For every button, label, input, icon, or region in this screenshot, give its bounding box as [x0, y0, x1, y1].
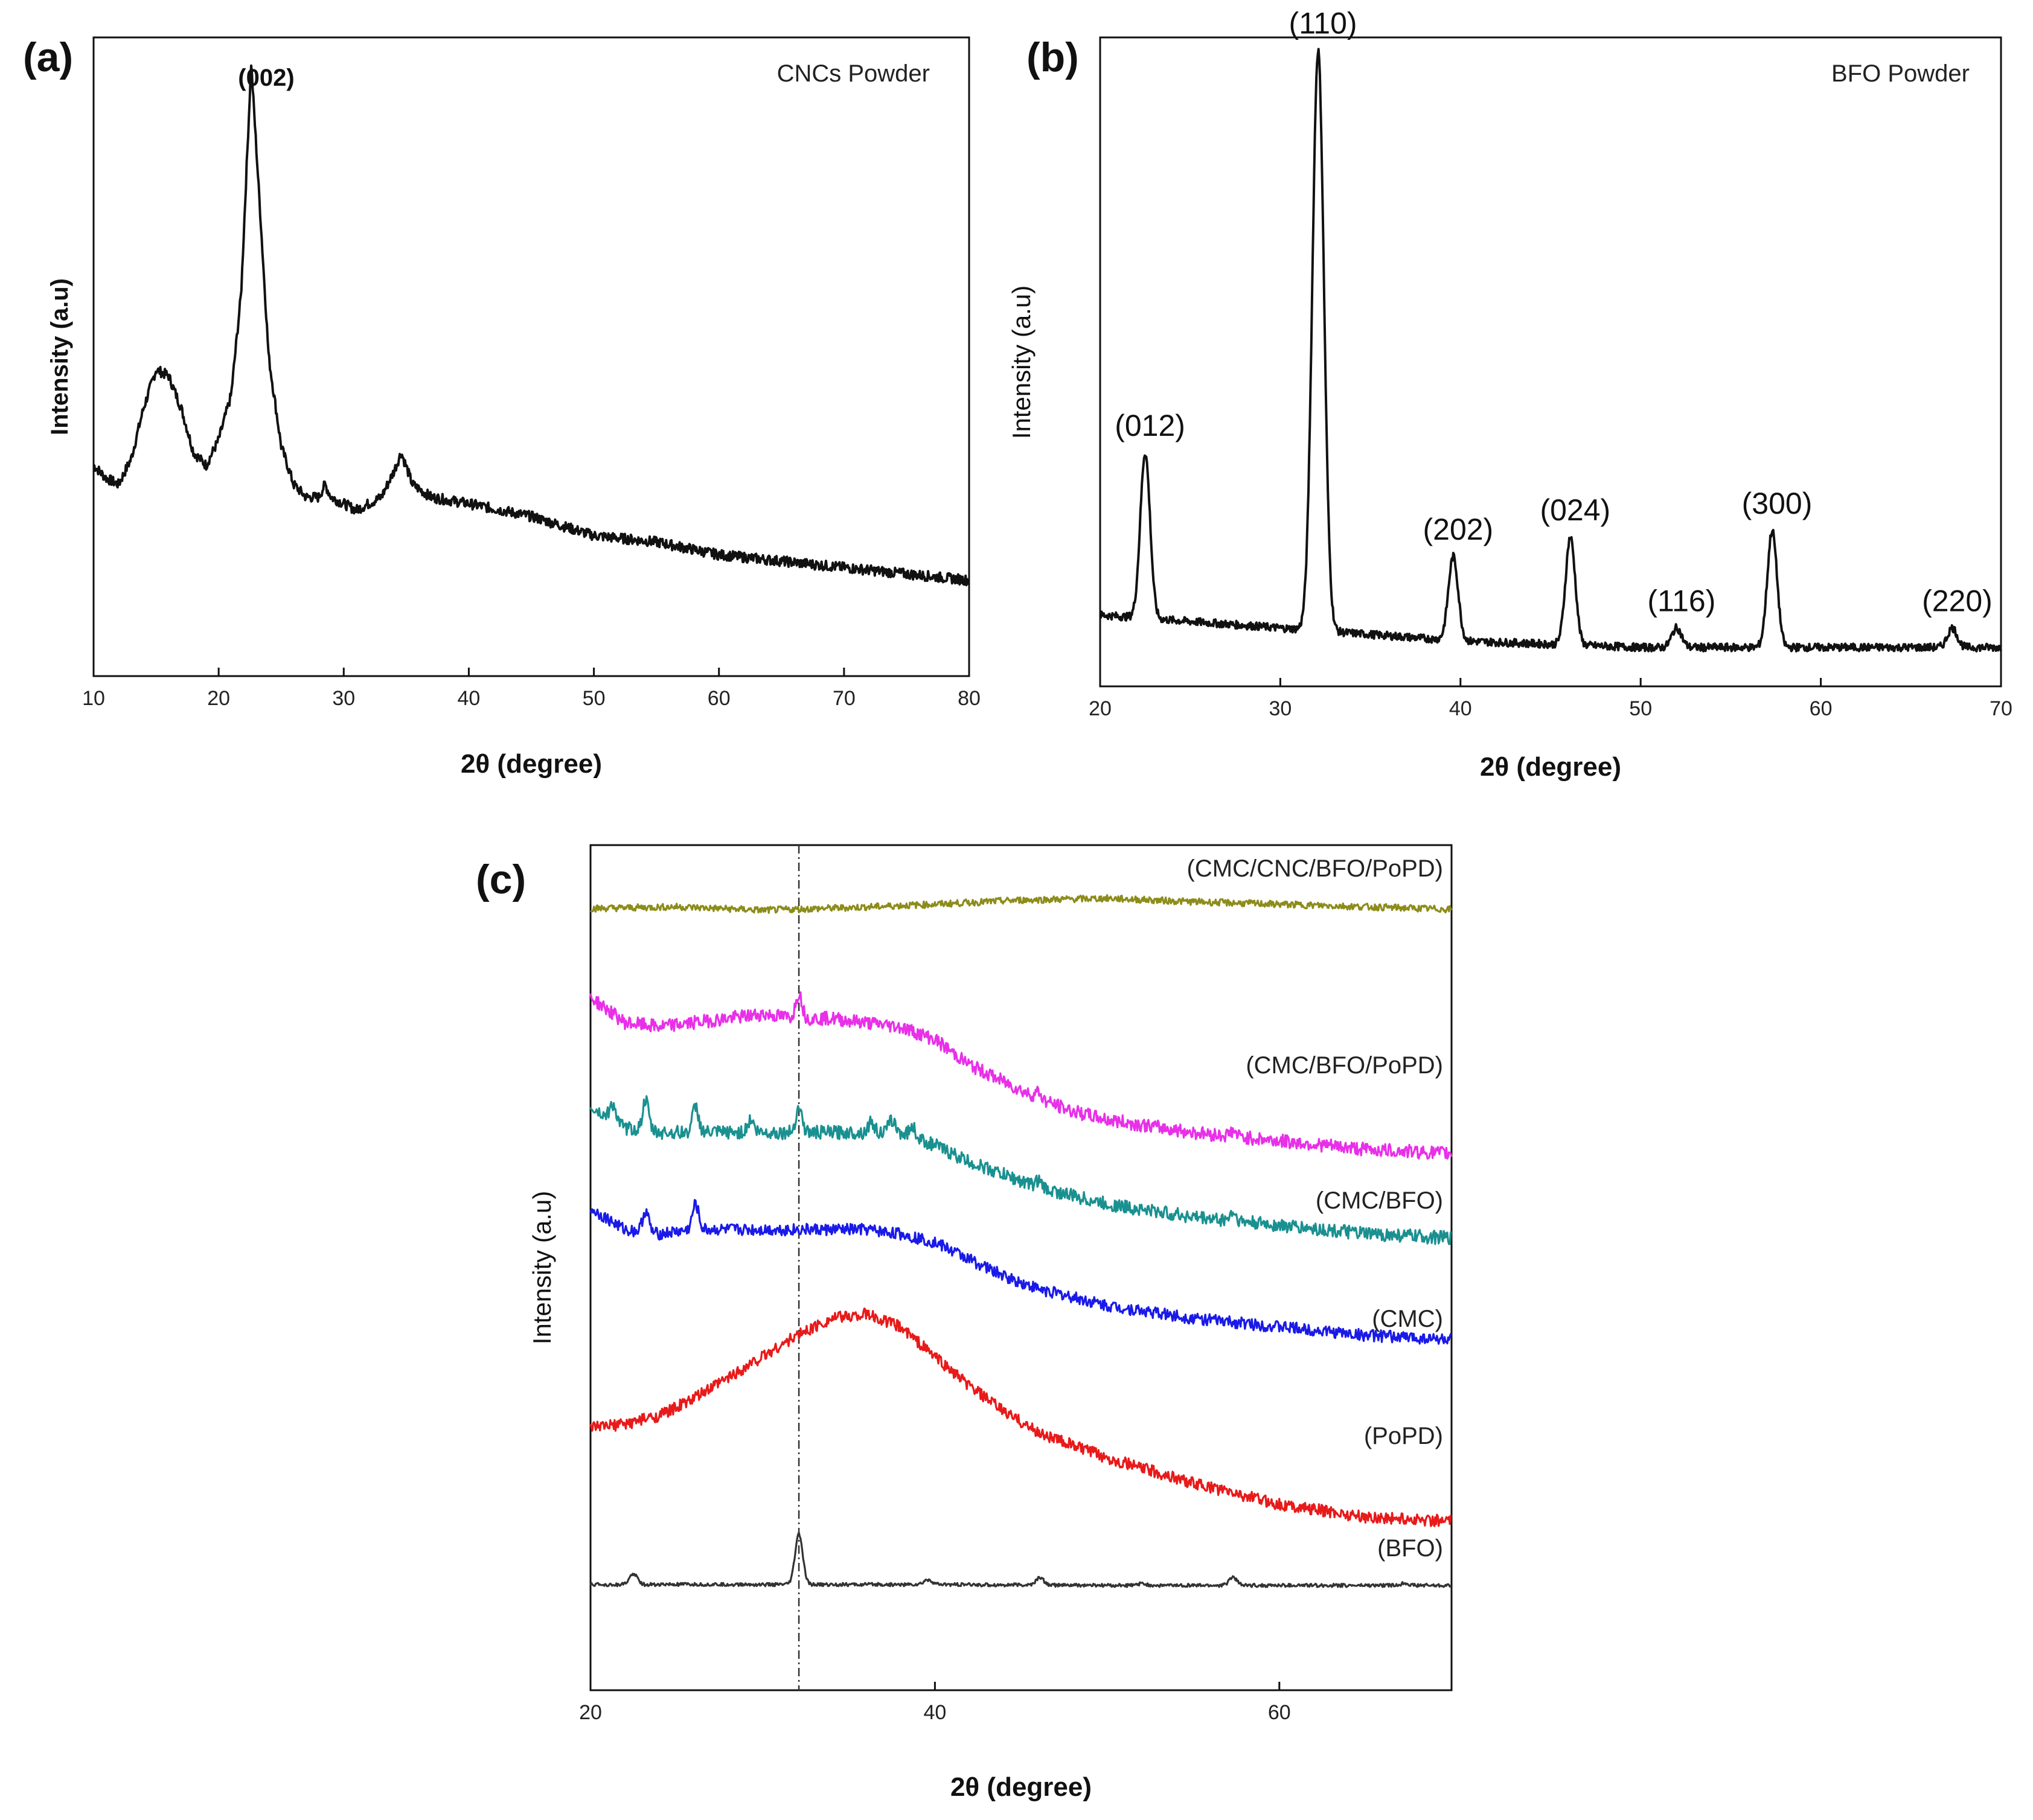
panel-a-sample-label: CNCs Powder — [777, 60, 930, 87]
panel-a-y-axis-title: Intensity (a.u) — [46, 278, 73, 435]
peak-label-002: (002) — [238, 65, 294, 91]
peak-label-220: (220) — [1922, 584, 1993, 618]
series-line-cmc-bfo — [589, 1095, 1452, 1245]
panel-b-x-tick-label: 50 — [1629, 697, 1652, 720]
panel-a-x-tick-label: 40 — [458, 687, 481, 710]
bfo-powder-series-line — [1099, 48, 2002, 653]
panel-b-x-tick-label: 40 — [1449, 697, 1472, 720]
panel-b-x-tick-label: 20 — [1089, 697, 1112, 720]
peak-label-202: (202) — [1423, 512, 1493, 546]
series-label-cmc: (CMC) — [1372, 1306, 1443, 1332]
panel-b-x-axis-title: 2θ (degree) — [1480, 752, 1621, 782]
series-line-cmc-cnc-bfo-popd — [590, 894, 1453, 914]
series-line-popd — [589, 1308, 1452, 1527]
panel-b-x-tick-label: 70 — [1990, 697, 2012, 720]
series-label-cmc-bfo: (CMC/BFO) — [1316, 1187, 1443, 1214]
panel-b: (b) BFO Powder 20 30 40 50 60 70 (012) (110) (2… — [1007, 7, 2012, 782]
panel-a-x-axis-title: 2θ (degree) — [461, 749, 602, 779]
peak-label-024: (024) — [1540, 493, 1610, 527]
panel-a-x-tick-label: 20 — [207, 687, 230, 710]
panel-c-y-axis-title: Intensity (a.u) — [528, 1191, 556, 1344]
panel-b-y-axis-title: Intensity (a.u) — [1007, 286, 1036, 439]
panel-a-label: (a) — [23, 34, 73, 80]
panel-b-frame — [1099, 36, 2002, 688]
panel-a-x-tick-label: 30 — [332, 687, 355, 710]
series-line-cmc — [589, 1199, 1452, 1345]
series-line-bfo — [589, 1531, 1452, 1588]
series-label-bfo: (BFO) — [1377, 1535, 1443, 1562]
peak-label-116: (116) — [1647, 584, 1715, 618]
panel-c-x-axis-title: 2θ (degree) — [950, 1772, 1092, 1802]
panel-a-frame — [92, 36, 970, 677]
panel-b-x-tick-label: 30 — [1269, 697, 1292, 720]
panel-c: (c) 20 40 60 (CMC/CNC/BFO/PoPD) (CMC/BFO/Po… — [476, 844, 1453, 1802]
panel-c-x-tick-label: 60 — [1268, 1701, 1291, 1724]
peak-label-110: (110) — [1289, 7, 1357, 40]
series-label-cmc-cnc-bfo-popd: (CMC/CNC/BFO/PoPD) — [1187, 855, 1443, 882]
panel-a-x-tick-label: 50 — [583, 687, 606, 710]
panel-b-label: (b) — [1026, 34, 1079, 80]
panel-a: (a) CNCs Powder 10 20 30 40 50 60 70 80 (002) 2… — [23, 34, 981, 779]
panel-a-x-tick-label: 60 — [708, 687, 731, 710]
panel-a-x-tick-label: 80 — [958, 687, 981, 710]
series-label-popd: (PoPD) — [1364, 1423, 1443, 1449]
cncs-powder-series-line — [93, 64, 970, 587]
panel-b-x-tick-label: 60 — [1810, 697, 1833, 720]
panel-b-sample-label: BFO Powder — [1831, 60, 1970, 87]
peak-label-300: (300) — [1742, 487, 1813, 520]
series-label-cmc-bfo-popd: (CMC/BFO/PoPD) — [1246, 1052, 1443, 1079]
panel-c-label: (c) — [476, 857, 526, 902]
panel-a-x-tick-label: 10 — [82, 687, 105, 710]
panel-a-x-tick-label: 70 — [833, 687, 856, 710]
peak-label-012: (012) — [1115, 409, 1185, 442]
panel-c-frame — [589, 844, 1453, 1691]
panel-c-x-tick-label: 40 — [923, 1701, 946, 1724]
panel-c-x-tick-label: 20 — [579, 1701, 602, 1724]
series-line-cmc-bfo-popd — [589, 991, 1453, 1160]
